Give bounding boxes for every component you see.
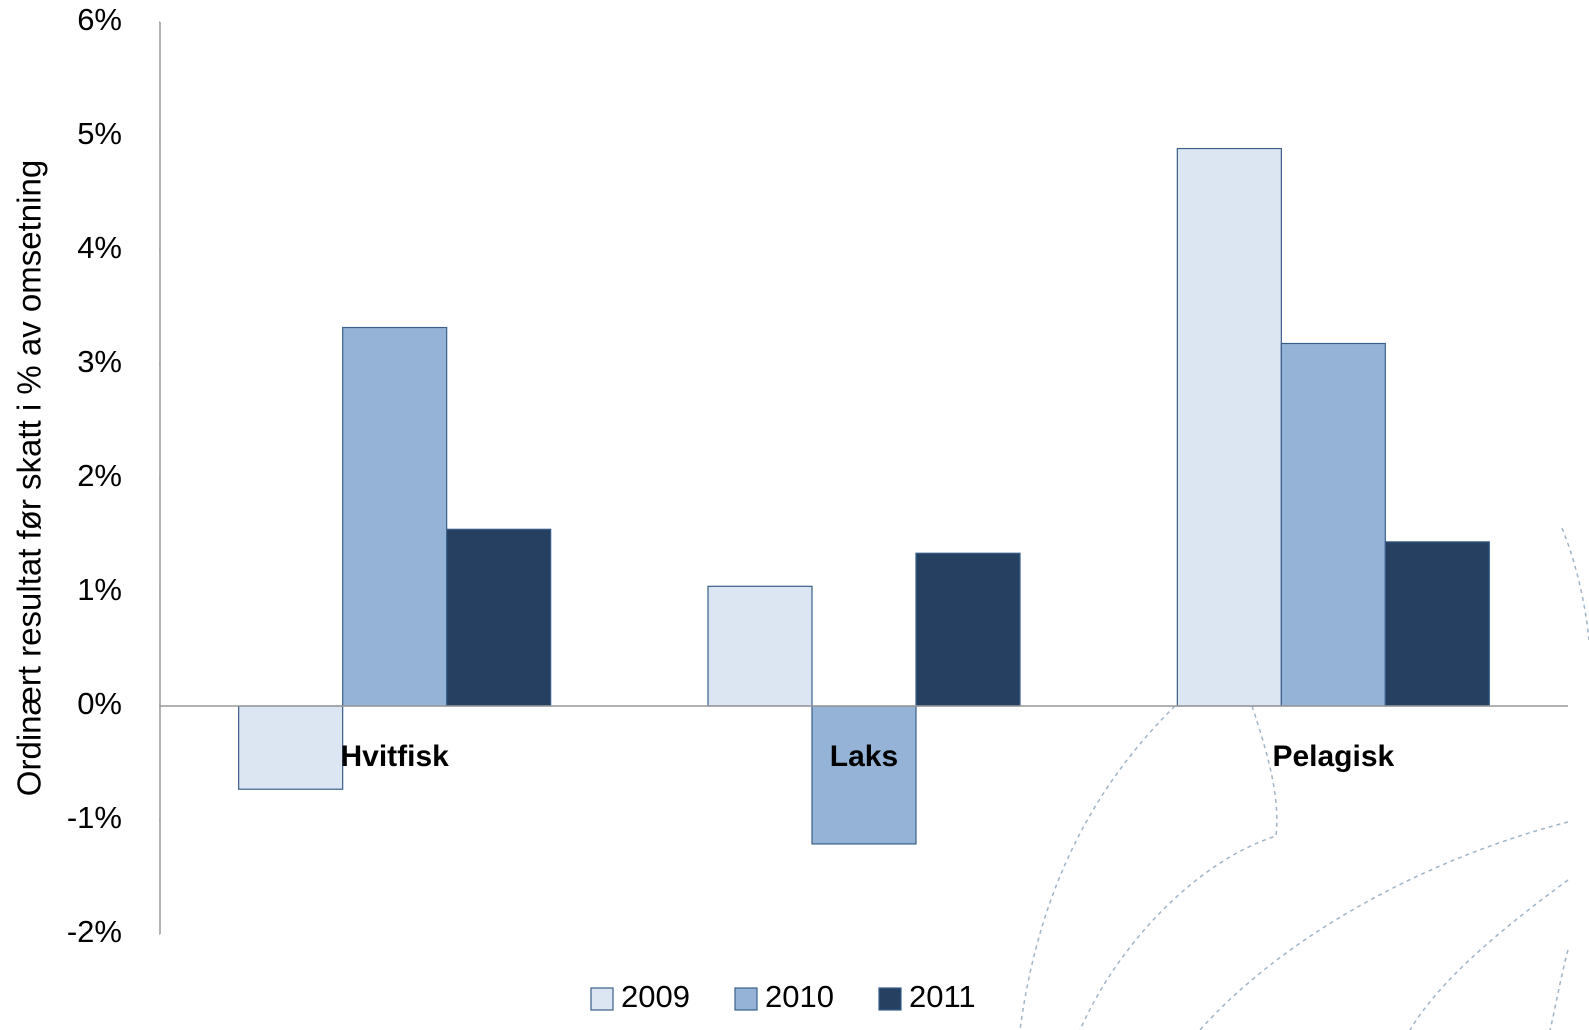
y-axis-label: Ordinært resultat før skatt i % av omset… — [11, 160, 48, 796]
y-tick-label: 5% — [77, 116, 122, 151]
y-tick-label: -2% — [67, 914, 122, 949]
y-tick-label: 3% — [77, 344, 122, 379]
bar — [238, 705, 344, 790]
legend-swatch — [878, 987, 902, 1011]
y-tick-label: 2% — [77, 458, 122, 493]
bar — [811, 705, 917, 845]
bar — [915, 552, 1021, 707]
y-tick-label: 6% — [77, 2, 122, 37]
y-tick-label: 1% — [77, 572, 122, 607]
legend-label: 2011 — [909, 979, 976, 1014]
bar — [342, 326, 448, 707]
bar — [1384, 541, 1490, 707]
decoration — [1019, 527, 1589, 1030]
y-tick-label: 4% — [77, 230, 122, 265]
legend-swatch — [734, 987, 758, 1011]
legend-swatch — [590, 987, 614, 1011]
bar — [707, 585, 813, 707]
x-tick-label: Hvitfisk — [340, 740, 449, 773]
bar — [446, 528, 552, 707]
x-tick-label: Pelagisk — [1272, 740, 1394, 773]
legend-label: 2010 — [765, 979, 834, 1014]
bar — [1280, 342, 1386, 707]
legend-label: 2009 — [621, 979, 690, 1014]
y-tick-label: 0% — [77, 686, 122, 721]
x-tick-label: Laks — [830, 740, 898, 773]
bar — [1176, 147, 1282, 707]
y-tick-label: -1% — [67, 800, 122, 835]
